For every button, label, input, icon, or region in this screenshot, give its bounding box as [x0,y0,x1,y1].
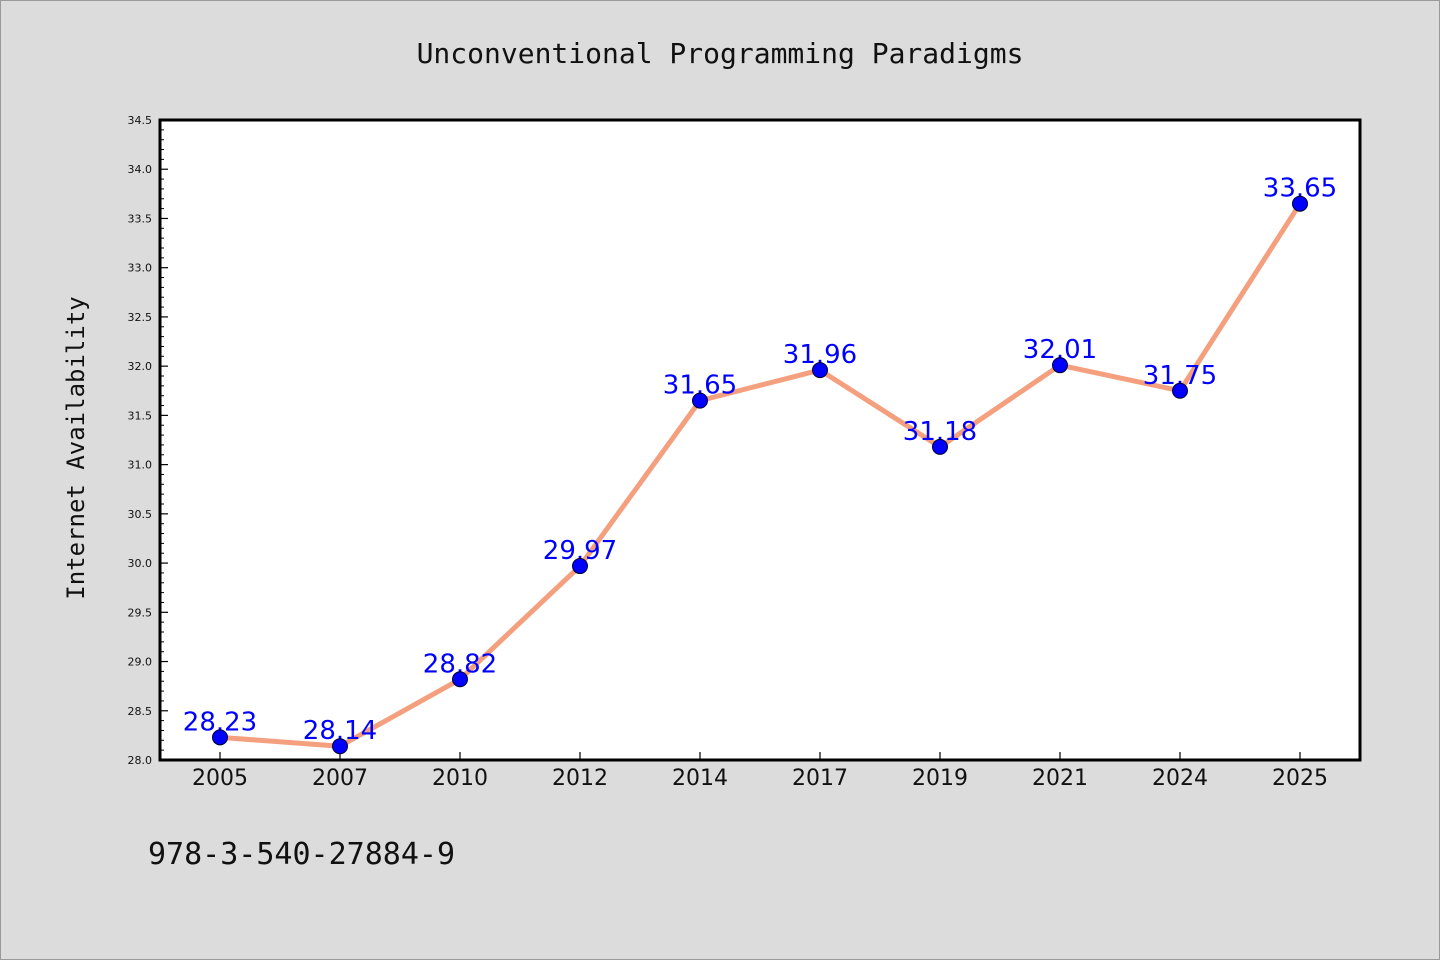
data-point [1172,382,1188,399]
data-point [692,392,708,409]
y-tick-label: 34.0 [128,163,153,176]
series-line [217,201,1303,749]
y-tick-label: 32.0 [128,360,153,373]
x-tick-label: 2019 [912,766,968,791]
x-tick-label: 2017 [792,766,848,791]
y-tick-label: 33.0 [128,262,153,275]
y-tick-label: 31.5 [128,409,153,422]
y-tick-label: 28.0 [128,754,153,767]
y-tick-label: 29.5 [128,606,153,619]
y-tick-label: 28.5 [128,705,153,718]
y-tick-label: 33.5 [128,212,153,225]
data-point [1292,195,1308,212]
y-tick-label: 31.0 [128,459,153,472]
data-point [932,438,948,455]
data-point [812,362,828,379]
plot-border [158,118,1362,762]
y-tick-label: 30.5 [128,508,153,521]
y-tick-label: 32.5 [128,311,153,324]
x-tick-labels: 2005 2007 2010 2012 2014 2017 2019 2021 2024 2025 [192,766,1328,791]
plot-area [160,120,1360,760]
data-labels: 28.23 28.1428.8229.9731.6531.9631.1832.01… [183,174,1337,747]
chart-title: Unconventional Programming Paradigms [417,37,1024,70]
x-tick-label: 2007 [312,766,368,791]
data-point [212,729,228,746]
y-tick-label: 34.5 [128,114,153,127]
x-tick-label: 2014 [672,766,728,791]
data-point [572,558,588,575]
data-points [212,195,1308,755]
data-point [332,738,348,755]
x-tick-label: 2012 [552,766,608,791]
footnote: 978-3-540-27884-9 [148,837,455,872]
y-axis-label: Internet Availability [62,296,90,599]
y-tick-labels: 28.0 28.5 29.0 29.5 30.0 30.5 31.0 31.5 32.0 32.5… [128,114,153,767]
data-point [1052,357,1068,374]
x-tick-label: 2021 [1032,766,1088,791]
x-tick-label: 2010 [432,766,488,791]
y-tick-label: 29.0 [128,656,153,669]
data-point [452,671,468,688]
x-tick-label: 2024 [1152,766,1208,791]
y-tick-label: 30.0 [128,557,153,570]
x-tick-label: 2025 [1272,766,1328,791]
x-tick-label: 2005 [192,766,248,791]
